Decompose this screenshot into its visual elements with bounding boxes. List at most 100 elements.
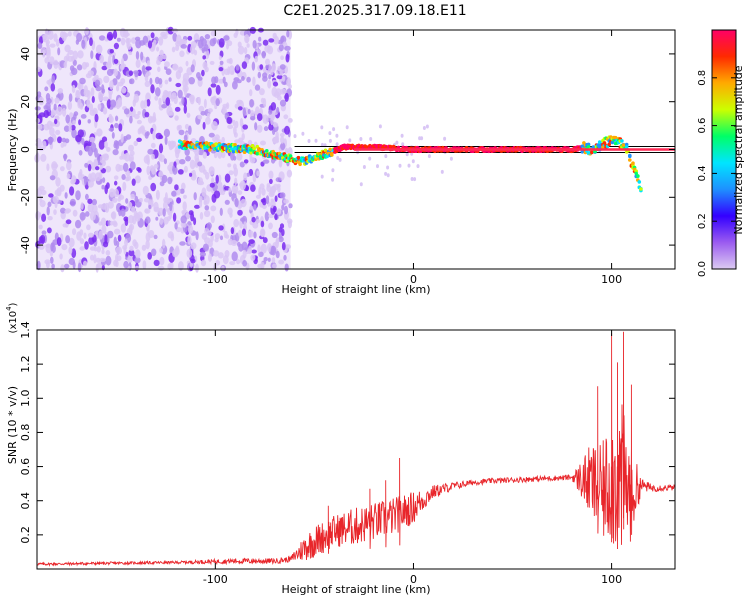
noise-dot	[193, 192, 197, 201]
noise-dot	[220, 190, 226, 196]
noise-dot	[268, 222, 273, 230]
noise-dot	[155, 189, 160, 200]
noise-dot	[44, 259, 51, 265]
noise-dot	[268, 123, 274, 131]
noise-dot	[134, 256, 141, 264]
noise-dot	[209, 182, 215, 188]
noise-dot	[105, 250, 111, 256]
noise-dot	[185, 155, 191, 162]
noise-dot	[335, 142, 339, 147]
noise-dot	[134, 36, 141, 41]
noise-dot	[120, 37, 126, 46]
noise-dot	[262, 39, 269, 46]
noise-dot	[94, 113, 99, 123]
noise-dot	[233, 132, 238, 138]
noise-dot	[208, 132, 215, 138]
noise-dot	[167, 207, 171, 216]
noise-dot	[214, 237, 219, 243]
noise-dot	[275, 239, 279, 249]
noise-dot	[150, 182, 157, 192]
noise-dot	[209, 38, 216, 47]
noise-dot	[193, 217, 197, 226]
noise-dot	[284, 125, 290, 135]
noise-dot	[279, 223, 285, 229]
ridge-mark	[590, 150, 594, 155]
noise-dot	[183, 104, 187, 114]
noise-dot	[247, 108, 251, 115]
noise-dot	[96, 153, 101, 163]
noise-dot	[112, 78, 118, 86]
noise-dot	[320, 125, 324, 130]
noise-dot	[268, 213, 274, 219]
noise-dot	[287, 220, 292, 229]
noise-dot	[129, 78, 133, 84]
noise-dot	[314, 138, 318, 143]
noise-dot	[95, 166, 100, 171]
noise-dot	[158, 134, 164, 140]
noise-dot	[186, 112, 191, 118]
noise-dot	[80, 114, 87, 119]
noise-dot	[150, 32, 155, 39]
noise-dot	[64, 44, 71, 53]
noise-dot	[49, 43, 56, 48]
noise-dot	[168, 77, 172, 82]
noise-dot	[65, 235, 70, 244]
noise-dot	[177, 169, 184, 175]
noise-dot	[159, 181, 165, 187]
snr-scale-exp: 4	[5, 306, 13, 311]
noise-dot	[147, 230, 155, 238]
noise-dot	[272, 263, 277, 269]
noise-dot	[261, 188, 266, 196]
noise-dot	[231, 251, 238, 262]
noise-dot	[284, 92, 289, 102]
noise-dot	[75, 134, 82, 143]
noise-dot	[283, 254, 287, 261]
noise-dot	[109, 49, 115, 54]
noise-dot	[79, 212, 86, 221]
snr-frame	[36, 329, 676, 570]
noise-dot	[38, 36, 44, 45]
noise-dot	[263, 257, 268, 262]
noise-dot	[147, 148, 154, 155]
noise-dot	[270, 102, 277, 111]
noise-dot	[211, 121, 218, 131]
noise-dot	[258, 36, 262, 42]
noise-dot	[138, 126, 145, 134]
noise-dot	[113, 42, 119, 50]
noise-dot	[278, 158, 283, 168]
noise-dot	[117, 234, 122, 242]
noise-dot	[71, 67, 78, 76]
noise-dot	[425, 124, 429, 129]
noise-dot	[270, 245, 277, 256]
noise-dot	[84, 175, 87, 186]
noise-dot	[190, 64, 195, 73]
noise-dot	[203, 98, 207, 109]
noise-dot	[242, 260, 248, 267]
noise-dot	[237, 190, 243, 196]
colorbar-label: Normalized spectral amplitude	[732, 65, 745, 234]
noise-dot	[77, 50, 84, 59]
noise-dot	[190, 242, 197, 250]
noise-dot	[60, 264, 65, 273]
noise-dot	[81, 137, 85, 145]
noise-dot	[251, 61, 256, 71]
noise-dot	[164, 136, 168, 146]
noise-dot	[208, 253, 212, 262]
noise-dot	[98, 91, 103, 102]
noise-dot	[121, 174, 126, 180]
noise-dot	[95, 44, 103, 54]
noise-dot	[250, 184, 256, 192]
noise-dot	[235, 64, 240, 71]
noise-dot	[101, 84, 105, 92]
noise-dot	[124, 152, 131, 162]
noise-dot	[142, 185, 149, 196]
noise-dot	[255, 194, 261, 199]
noise-dot	[80, 202, 84, 210]
noise-dot	[53, 59, 59, 69]
noise-dot	[219, 60, 224, 65]
noise-dot	[164, 61, 170, 68]
noise-dot	[260, 140, 266, 146]
noise-dot	[87, 119, 91, 124]
noise-dot	[40, 153, 47, 162]
noise-dot	[87, 203, 94, 213]
